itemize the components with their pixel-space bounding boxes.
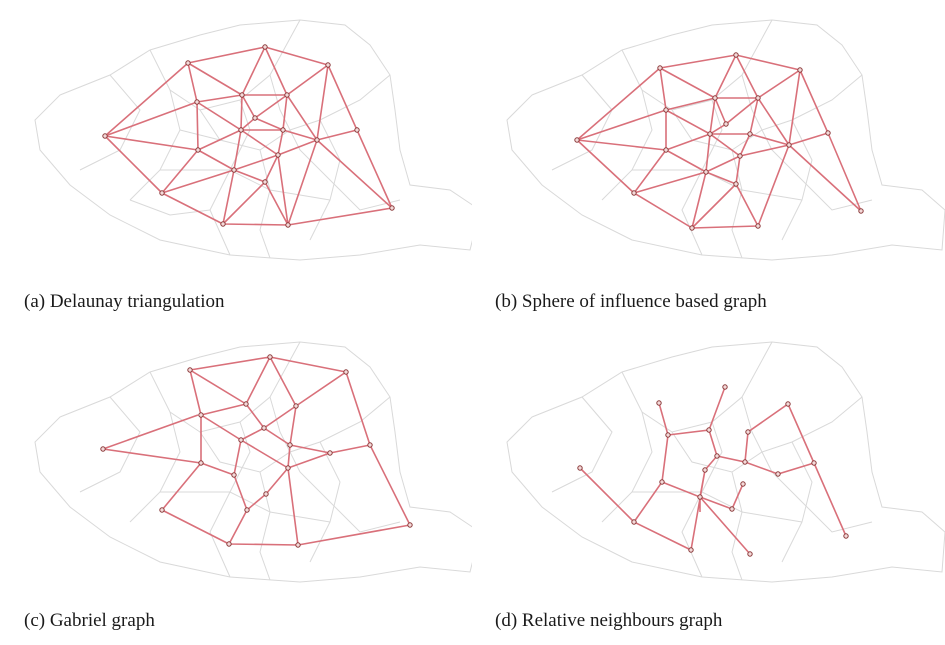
edges (102, 356, 411, 546)
caption-c: (c) Gabriel graph (24, 610, 155, 631)
panel-d-graph (506, 341, 945, 583)
panel-b-graph (506, 19, 945, 261)
panel-d: (d) Relative neighbours graph (472, 322, 945, 644)
nodes (100, 354, 413, 548)
caption-d: (d) Relative neighbours graph (495, 610, 723, 631)
caption-a: (a) Delaunay triangulation (24, 291, 225, 312)
panel-a-graph (34, 19, 472, 261)
panel-c: (c) Gabriel graph (0, 322, 472, 644)
edges (104, 46, 393, 226)
panel-c-graph (34, 341, 472, 583)
edges (576, 54, 862, 229)
caption-b: (b) Sphere of influence based graph (495, 291, 767, 312)
background-map (34, 341, 472, 583)
background-map (34, 19, 472, 261)
panel-a: (a) Delaunay triangulation (0, 0, 472, 322)
panel-b: (b) Sphere of influence based graph (472, 0, 945, 322)
background-map (506, 341, 945, 583)
nodes (574, 52, 864, 231)
nodes (102, 44, 395, 228)
nodes (577, 384, 849, 557)
